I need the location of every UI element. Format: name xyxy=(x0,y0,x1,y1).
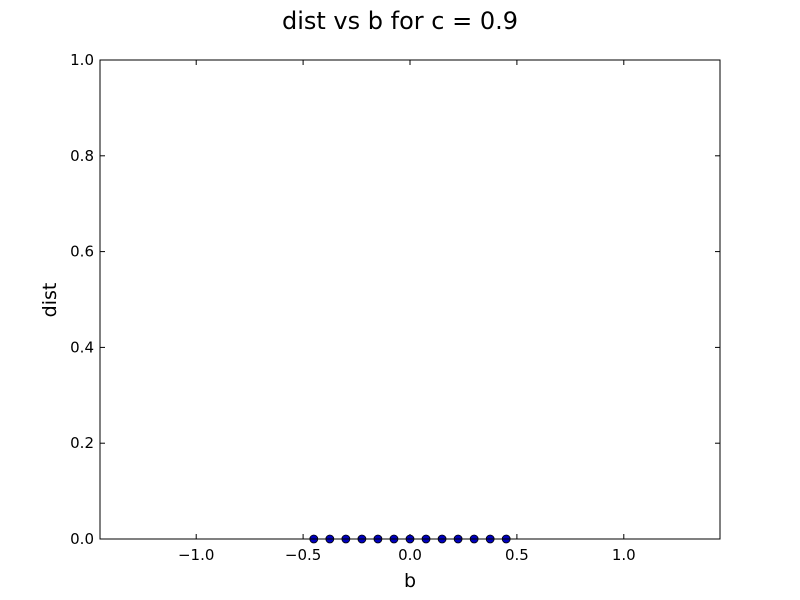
x-tick-label: 1.0 xyxy=(612,546,636,564)
x-tick-label: −1.0 xyxy=(178,546,214,564)
y-axis-label: dist xyxy=(39,283,61,318)
chart-title: dist vs b for c = 0.9 xyxy=(281,7,518,35)
x-axis-label: b xyxy=(404,570,416,592)
x-tick-label: 0.0 xyxy=(398,546,422,564)
y-tick-label: 0.6 xyxy=(70,243,94,261)
y-tick-label: 0.4 xyxy=(70,338,94,356)
x-tick-label: −0.5 xyxy=(285,546,321,564)
y-tick-label: 0.2 xyxy=(70,434,94,452)
y-tick-label: 0.0 xyxy=(70,530,94,548)
y-tick-label: 1.0 xyxy=(70,51,94,69)
x-tick-label: 0.5 xyxy=(505,546,529,564)
y-tick-label: 0.8 xyxy=(70,147,94,165)
plot-frame xyxy=(99,59,721,540)
